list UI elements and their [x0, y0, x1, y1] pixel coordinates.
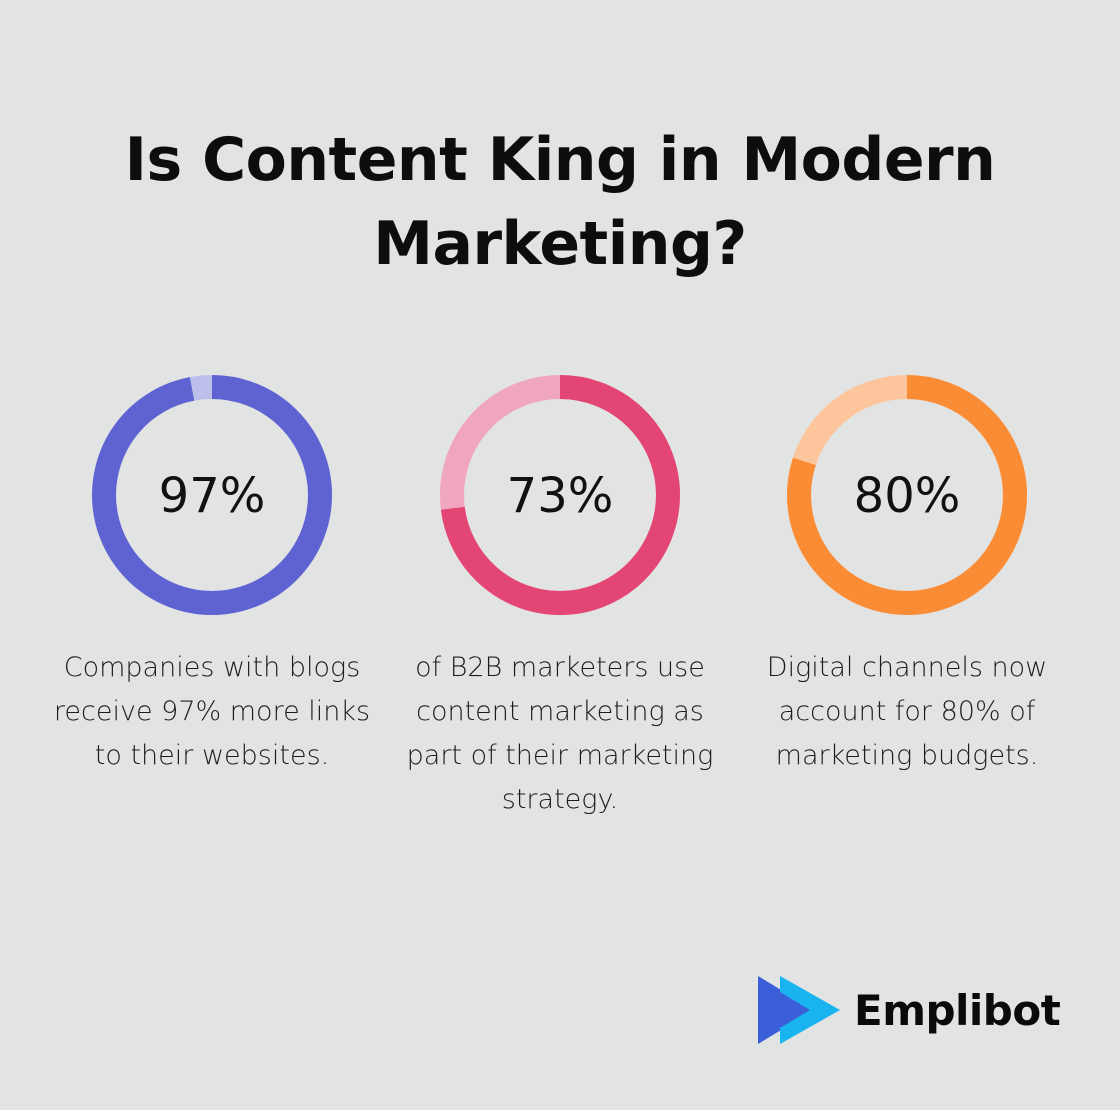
- donut-chart-3: 80%: [787, 375, 1027, 615]
- brand-logo: Emplibot: [752, 972, 1061, 1048]
- brand-name: Emplibot: [854, 985, 1061, 1035]
- donut-1-value-arc: [92, 375, 332, 615]
- stat-1-caption: Companies with blogs receive 97% more li…: [53, 652, 371, 771]
- stat-3-caption: Digital channels now account for 80% of …: [766, 652, 1048, 771]
- donut-chart-1: 97%: [92, 375, 332, 615]
- emplibot-play-logo-icon: [758, 976, 840, 1044]
- stat-card-2: 73% of B2B marketers use content marketi…: [390, 370, 730, 822]
- stat-card-3: 80% Digital channels now account for 80%…: [737, 370, 1077, 778]
- donut-3-value-arc: [787, 375, 1027, 615]
- stat-2-caption: of B2B marketers use content marketing a…: [406, 652, 714, 815]
- page-title: Is Content King in Modern Marketing?: [124, 125, 996, 279]
- stat-card-1: 97% Companies with blogs receive 97% mor…: [42, 370, 382, 778]
- donut-3-value-label: 80%: [854, 468, 961, 524]
- donut-1-value-label: 97%: [159, 468, 266, 524]
- donut-2-value-label: 73%: [507, 468, 614, 524]
- donut-chart-2: 73%: [440, 375, 680, 615]
- donut-2-value-arc: [440, 375, 680, 615]
